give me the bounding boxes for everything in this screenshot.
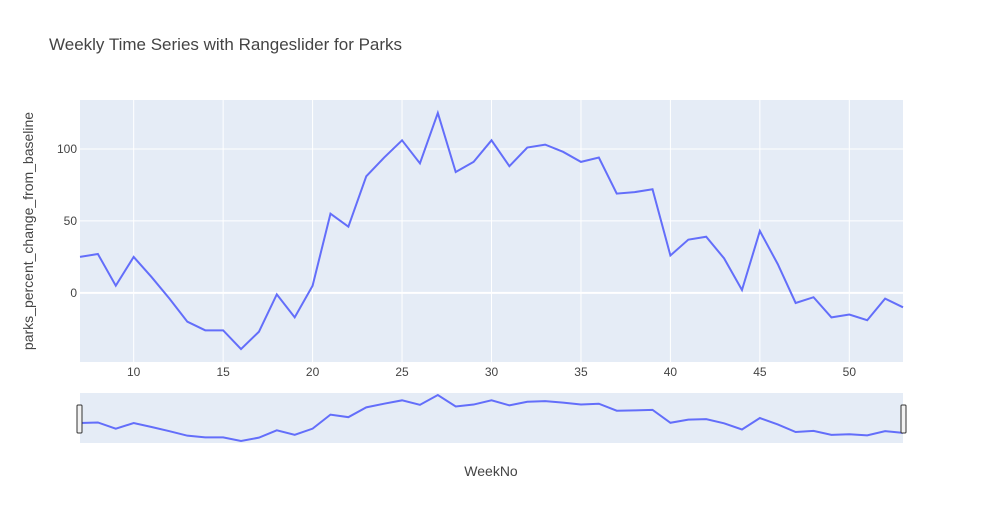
y-axis-ticks: 0 50 100 — [57, 142, 77, 300]
x-tick-label: 25 — [395, 365, 409, 379]
x-tick-label: 20 — [306, 365, 320, 379]
y-tick-label: 100 — [57, 142, 77, 156]
rangeslider-right-handle[interactable] — [900, 404, 907, 434]
x-tick-label: 10 — [127, 365, 141, 379]
x-tick-label: 35 — [574, 365, 588, 379]
x-tick-label: 45 — [753, 365, 767, 379]
y-tick-label: 50 — [64, 214, 78, 228]
x-axis-title: WeekNo — [464, 463, 518, 479]
series-line — [79, 109, 904, 351]
y-axis-title: parks_percent_change_from_baseline — [20, 112, 36, 350]
x-tick-label: 30 — [485, 365, 499, 379]
x-tick-label: 15 — [216, 365, 230, 379]
x-tick-label: 50 — [843, 365, 857, 379]
chart-title: Weekly Time Series with Rangeslider for … — [49, 35, 402, 54]
x-axis-ticks: 10 15 20 25 30 35 40 45 50 — [127, 365, 856, 379]
grid-lines — [80, 100, 903, 362]
rangeslider-left-handle[interactable] — [76, 404, 83, 434]
x-tick-label: 40 — [664, 365, 678, 379]
y-tick-label: 0 — [70, 286, 77, 300]
rangeslider-series-line — [79, 393, 904, 443]
